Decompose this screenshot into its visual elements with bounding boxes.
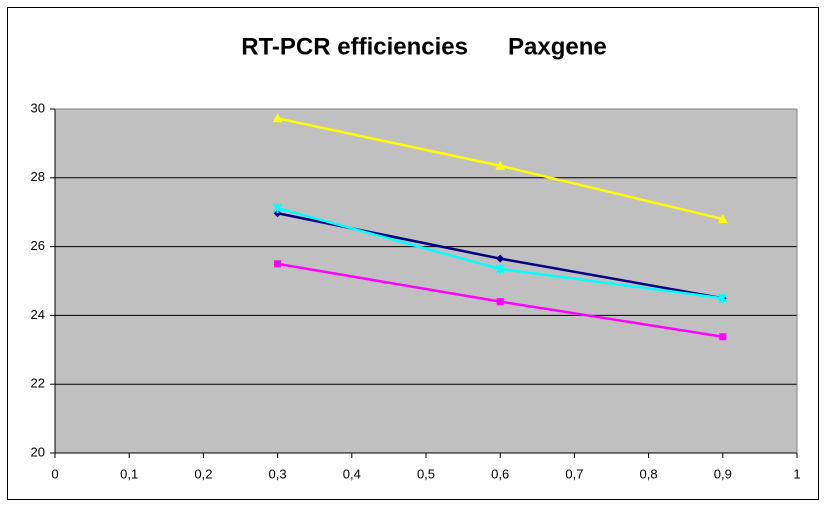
x-tick-label: 0,3 — [269, 466, 287, 481]
marker — [495, 263, 505, 274]
marker — [719, 333, 727, 341]
marker — [496, 298, 504, 306]
marker — [496, 254, 505, 263]
plot-area — [55, 109, 797, 453]
x-tick-label: 0,2 — [194, 466, 212, 481]
x-tick-label: 0 — [51, 466, 58, 481]
x-tick-label: 0,9 — [714, 466, 732, 481]
y-tick-label: 20 — [31, 444, 45, 459]
marker — [274, 260, 282, 268]
y-tick-label: 22 — [31, 376, 45, 391]
marker — [495, 160, 506, 170]
x-tick-label: 0,8 — [640, 466, 658, 481]
x-tick-label: 0,7 — [565, 466, 583, 481]
x-tick-label: 0,5 — [417, 466, 435, 481]
x-tick-label: 1 — [793, 466, 800, 481]
chart-title: RT-PCR efficiencies Paxgene — [241, 33, 606, 60]
x-tick-label: 0,4 — [343, 466, 361, 481]
marker — [718, 293, 728, 304]
x-tick-label: 0,1 — [120, 466, 138, 481]
y-tick-label: 30 — [31, 100, 45, 115]
y-tick-label: 26 — [31, 238, 45, 253]
marker — [272, 203, 283, 214]
y-tick-label: 28 — [31, 169, 45, 184]
x-tick-label: 0,6 — [491, 466, 509, 481]
y-tick-label: 24 — [31, 307, 45, 322]
marker — [272, 113, 283, 123]
marker — [717, 214, 728, 224]
